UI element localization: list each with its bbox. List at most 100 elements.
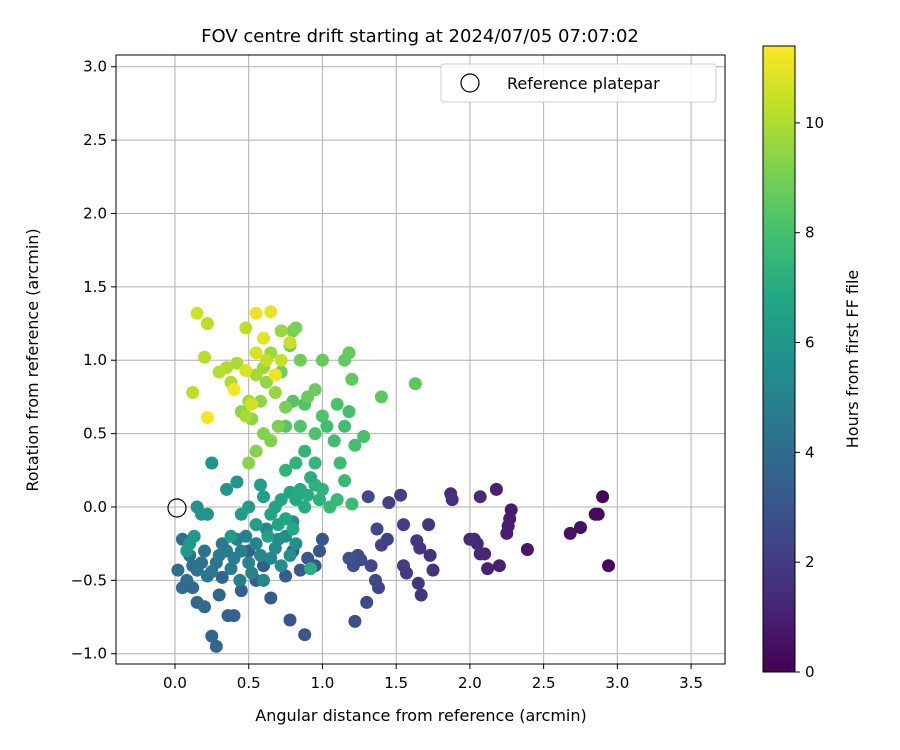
data-point: [426, 563, 440, 577]
y-axis-ticks: −1.0 −0.5 0.0 0.5 1.0 1.5 2.0 2.5 3.0: [71, 58, 116, 663]
data-point: [198, 544, 211, 558]
data-point: [198, 350, 211, 364]
data-point: [171, 563, 185, 577]
y-tick-label: 1.0: [83, 351, 107, 369]
data-point: [315, 482, 329, 496]
y-tick-label: 3.0: [83, 58, 107, 76]
data-point: [257, 427, 270, 441]
data-point: [264, 305, 278, 319]
colorbar-tick-label: 8: [805, 224, 815, 242]
colorbar-tick-label: 6: [805, 334, 815, 352]
data-point: [445, 493, 459, 507]
data-point: [342, 551, 356, 565]
data-point: [242, 500, 256, 514]
data-point: [360, 595, 374, 609]
legend-box: [440, 63, 717, 103]
data-point: [408, 377, 422, 391]
data-point: [330, 493, 344, 507]
data-point: [220, 482, 234, 496]
data-point: [364, 559, 378, 573]
data-point: [301, 390, 315, 404]
data-point: [254, 478, 267, 492]
data-point: [361, 490, 375, 504]
data-point: [588, 507, 602, 521]
data-point: [411, 576, 425, 590]
data-point: [212, 365, 226, 379]
data-point: [370, 522, 384, 536]
data-point: [410, 534, 424, 548]
colorbar-gradient: [762, 45, 796, 673]
data-point: [274, 353, 288, 367]
data-point: [242, 456, 256, 470]
data-point: [308, 456, 322, 470]
colorbar-tick-label: 10: [805, 114, 824, 132]
data-point: [481, 562, 495, 576]
data-point: [345, 497, 359, 511]
data-point: [249, 518, 263, 532]
data-point: [563, 526, 577, 540]
reference-point-marker: [167, 498, 187, 518]
data-point: [289, 456, 303, 470]
data-point: [245, 397, 259, 411]
data-point: [224, 562, 238, 576]
data-point: [234, 544, 248, 558]
data-point: [249, 368, 263, 382]
data-point: [357, 430, 371, 443]
grid: [116, 55, 725, 664]
data-point: [301, 551, 315, 565]
data-point: [279, 463, 293, 477]
x-tick-label: 2.5: [532, 674, 556, 692]
y-tick-label: 0.5: [83, 425, 107, 443]
data-point: [175, 581, 189, 595]
data-point: [333, 456, 347, 470]
data-point: [205, 456, 219, 470]
x-tick-label: 0.0: [163, 674, 187, 692]
data-point: [463, 532, 477, 546]
y-tick-label: 1.5: [83, 278, 107, 296]
data-point: [313, 544, 326, 558]
data-point: [382, 496, 396, 510]
data-point: [257, 573, 270, 587]
data-point: [249, 537, 263, 551]
legend-marker-icon: [460, 73, 480, 93]
data-point: [254, 548, 267, 562]
data-point: [422, 518, 436, 532]
data-point: [200, 317, 214, 330]
data-point: [345, 372, 359, 386]
data-point: [230, 356, 244, 370]
data-point: [338, 419, 352, 433]
x-tick-label: 0.5: [237, 674, 261, 692]
data-point: [414, 588, 428, 602]
data-point: [249, 306, 263, 320]
data-point: [190, 595, 204, 609]
data-point: [230, 475, 244, 489]
data-point: [234, 584, 248, 598]
data-point: [574, 521, 587, 534]
data-point: [423, 548, 437, 562]
y-axis-label: Rotation from reference (arcmin): [23, 228, 42, 491]
data-point: [313, 493, 326, 507]
data-point: [394, 488, 408, 502]
data-point: [195, 556, 208, 570]
data-point: [200, 411, 214, 424]
data-point: [279, 400, 293, 414]
data-point: [227, 383, 241, 397]
data-point: [233, 573, 247, 587]
colorbar: 0 2 4 6 8 10 Hours from first FF file: [762, 45, 862, 681]
data-point: [215, 570, 229, 584]
data-point: [293, 419, 307, 433]
data-point: [257, 331, 270, 345]
data-point: [286, 522, 300, 536]
data-point: [259, 375, 273, 389]
data-point: [342, 346, 356, 360]
data-point: [397, 559, 410, 573]
data-point: [239, 364, 253, 377]
data-point: [304, 562, 318, 576]
data-point: [257, 490, 270, 504]
data-point: [374, 390, 388, 404]
data-point: [221, 609, 235, 623]
data-point: [249, 444, 263, 458]
data-point: [338, 474, 352, 488]
data-point: [289, 537, 303, 551]
data-point: [320, 419, 334, 433]
